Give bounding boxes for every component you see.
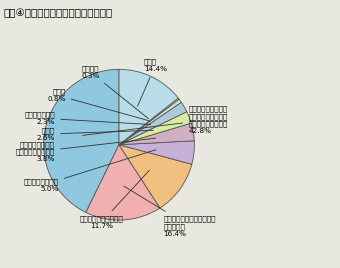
Wedge shape <box>44 69 119 213</box>
Text: 製造業（情報通信
機器製造業を除く）
3.8%: 製造業（情報通信 機器製造業を除く） 3.8% <box>16 138 156 162</box>
Text: 情報通信産業（情報
通信機器製造・ソフ
トウェア業を含む）
42.8%: 情報通信産業（情報 通信機器製造・ソフ トウェア業を含む） 42.8% <box>83 106 227 135</box>
Wedge shape <box>119 145 192 208</box>
Wedge shape <box>119 99 181 145</box>
Wedge shape <box>119 102 187 145</box>
Wedge shape <box>86 145 160 220</box>
Text: 運輸業
0.8%: 運輸業 0.8% <box>47 88 149 121</box>
Text: 図表④　起業する場合に選ぶ産業分野: 図表④ 起業する場合に選ぶ産業分野 <box>3 8 113 18</box>
Text: 建設業
2.6%: 建設業 2.6% <box>37 127 153 141</box>
Wedge shape <box>119 112 191 145</box>
Text: その他
14.4%: その他 14.4% <box>138 58 167 106</box>
Text: 小売・卸売業・飲食店
11.7%: 小売・卸売業・飲食店 11.7% <box>79 170 149 229</box>
Wedge shape <box>119 69 178 145</box>
Text: サービス業（ソフトウェア
業を除く）
16.4%: サービス業（ソフトウェア 業を除く） 16.4% <box>124 186 216 237</box>
Wedge shape <box>119 123 194 145</box>
Wedge shape <box>119 98 179 145</box>
Wedge shape <box>119 141 194 164</box>
Text: 農林・水産・鉱業
5.0%: 農林・水産・鉱業 5.0% <box>24 150 156 192</box>
Text: 不動産業
0.3%: 不動産業 0.3% <box>81 65 149 118</box>
Text: 金融業・保険業
2.3%: 金融業・保険業 2.3% <box>24 111 151 125</box>
